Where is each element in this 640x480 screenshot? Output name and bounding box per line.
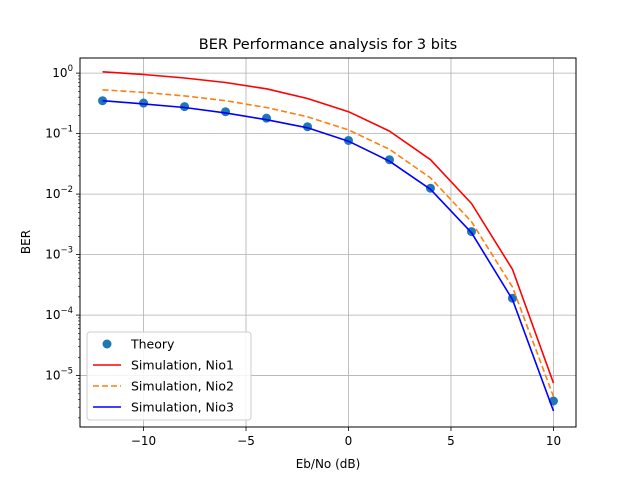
x-tick-label: −5 — [237, 434, 255, 448]
y-axis-label: BER — [19, 230, 33, 254]
series-line-simulation-nio3 — [102, 99, 555, 412]
legend: Theory Simulation, Nio1 Simulation, Nio2 Si… — [86, 331, 252, 421]
legend-label: Simulation, Nio2 — [131, 379, 234, 394]
legend-label: Simulation, Nio1 — [131, 358, 234, 373]
legend-marker-theory — [102, 339, 112, 349]
x-axis-label: Eb/No (dB) — [296, 457, 361, 471]
chart-title: BER Performance analysis for 3 bits — [199, 37, 457, 53]
data-point-theory — [139, 98, 149, 108]
x-tick-label: 5 — [447, 434, 455, 448]
x-tick-label: 0 — [345, 434, 353, 448]
series-line-simulation-nio2 — [102, 89, 555, 397]
x-tick-label: 10 — [546, 434, 561, 448]
series-line-simulation-nio1 — [102, 71, 555, 384]
x-tick-label: −10 — [131, 434, 156, 448]
plot-frame — [79, 57, 577, 428]
legend-box — [86, 331, 252, 421]
data-point-theory — [425, 183, 435, 193]
data-point-theory — [180, 102, 190, 112]
legend-label: Simulation, Nio3 — [131, 400, 234, 415]
legend-label: Theory — [130, 337, 175, 352]
data-point-theory — [262, 113, 272, 123]
grid — [80, 58, 576, 427]
plot-series — [98, 71, 558, 412]
